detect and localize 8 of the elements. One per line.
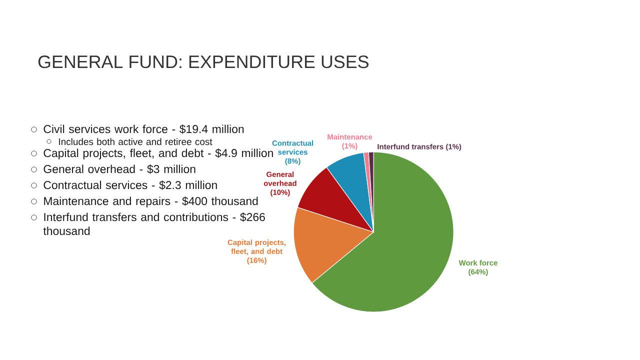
text: Contractual services - $2.3 million	[44, 180, 217, 190]
chart-title: GENERAL FUND: EXPENDITURE USES	[38, 55, 368, 68]
text: Capital projects, fleet, and debt - $4.9 million	[44, 148, 273, 160]
text: General overhead - $3 million	[44, 164, 196, 174]
text: Civil services work force - $19.4 million	[44, 124, 244, 134]
text: Maintenance and repairs - $400 thousand	[44, 196, 258, 208]
text: Interfund transfers and contributions - $266 thousand	[43, 212, 265, 236]
text: Includes both active and retiree cost	[59, 138, 212, 146]
